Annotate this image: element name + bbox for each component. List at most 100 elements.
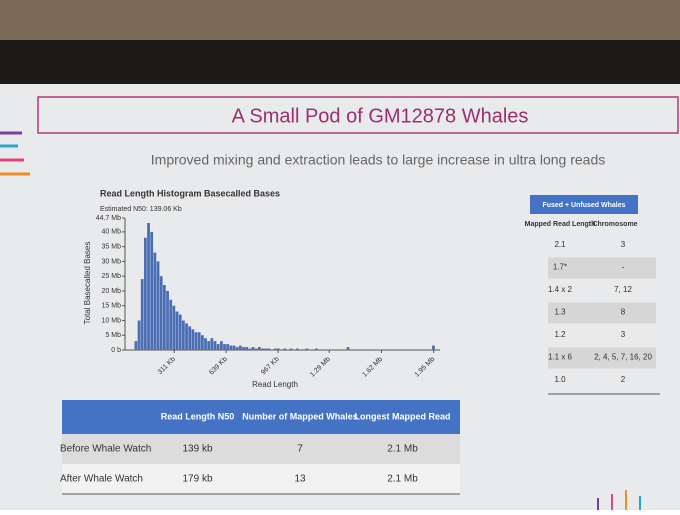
column-header: Mapped Read Length	[525, 221, 596, 228]
header-cell: Number of Mapped Whales	[242, 411, 358, 421]
bar	[242, 347, 245, 350]
bar	[213, 341, 217, 350]
row-label: After Whale Watch	[60, 474, 143, 485]
table-cell: 13	[294, 474, 306, 485]
bar	[210, 338, 214, 350]
bar	[150, 231, 154, 350]
bar	[305, 348, 309, 350]
y-tick-label: 0 b	[111, 347, 121, 354]
bar	[175, 311, 179, 350]
decoration	[597, 490, 641, 510]
bar	[283, 348, 287, 350]
annotation: Estimated N50: 139.06 Kb	[100, 206, 182, 213]
table-cell: 1.0	[554, 375, 566, 384]
bar	[229, 345, 233, 350]
bar	[251, 347, 255, 350]
table-cell: 179 kb	[182, 474, 212, 485]
table-row	[548, 347, 656, 369]
table-cell: 2.1 Mb	[387, 474, 418, 485]
bar	[254, 348, 258, 350]
y-tick-label: 20 Mb	[102, 288, 122, 295]
table-row	[548, 302, 656, 324]
bar	[153, 252, 157, 350]
table-cell: 1.2	[554, 330, 566, 339]
bar	[273, 348, 277, 350]
bar	[134, 341, 138, 350]
bar	[143, 237, 147, 350]
table-cell: 3	[621, 240, 626, 249]
table-cell: 1.4 x 2	[548, 285, 573, 294]
bar	[166, 290, 169, 350]
table-row	[62, 464, 460, 494]
table-cell: 1.1 x 6	[548, 353, 573, 362]
table-cell: 2	[621, 375, 626, 384]
bar	[216, 344, 220, 350]
y-tick-label: 10 Mb	[102, 317, 122, 324]
bar	[162, 285, 166, 350]
ceiling	[0, 0, 680, 40]
bar	[295, 348, 299, 350]
bar	[181, 320, 185, 350]
bar	[245, 347, 249, 350]
bar	[267, 348, 271, 350]
bar	[194, 332, 198, 350]
bar	[188, 326, 192, 350]
bar	[248, 348, 252, 350]
bar	[140, 279, 144, 350]
bar	[276, 348, 280, 350]
bar	[185, 323, 188, 350]
bar	[289, 348, 293, 350]
bar	[235, 347, 239, 350]
bar	[178, 314, 182, 350]
bar	[197, 332, 201, 350]
table-cell: 7	[297, 444, 303, 455]
table-title-box	[530, 195, 638, 214]
table-cell: 1.3	[554, 308, 566, 317]
bar	[159, 276, 163, 350]
y-tick-label: 40 Mb	[102, 229, 122, 236]
bar	[223, 344, 226, 350]
y-tick-label: 5 Mb	[105, 332, 121, 339]
table-cell: 139 kb	[182, 444, 212, 455]
y-tick-label: 35 Mb	[102, 243, 122, 250]
y-tick-label: 44.7 Mb	[96, 215, 121, 222]
bar	[264, 348, 268, 350]
bar	[226, 344, 230, 350]
table-cell: 1.7*	[553, 263, 567, 272]
table-row	[548, 257, 656, 279]
bar	[219, 341, 223, 350]
table-cell: 2.1	[554, 240, 566, 249]
bar	[346, 347, 350, 350]
x-axis-label: Read Length	[252, 380, 298, 389]
bar	[232, 345, 236, 350]
bar	[172, 305, 176, 350]
chart-title: Read Length Histogram Basecalled Bases	[100, 188, 280, 198]
bar	[314, 348, 318, 350]
bar	[204, 338, 207, 350]
title-box	[37, 96, 679, 134]
bar	[238, 345, 242, 350]
header-cell: Read Length N50	[161, 411, 235, 421]
bar	[137, 320, 141, 350]
table-cell: -	[622, 263, 625, 272]
bar	[200, 335, 204, 350]
bar	[147, 223, 150, 350]
bar	[432, 345, 435, 350]
bar	[257, 347, 261, 350]
y-tick-label: 25 Mb	[102, 273, 122, 280]
y-tick-label: 15 Mb	[102, 303, 122, 310]
table-cell: 7, 12	[614, 285, 632, 294]
bar	[191, 329, 195, 350]
bar	[261, 348, 264, 350]
table-row	[62, 434, 460, 464]
y-axis-label: Total Basecalled Bases	[83, 242, 92, 325]
table-title: Fused + Unfused Whales	[542, 202, 625, 209]
slide-subtitle: Improved mixing and extraction leads to …	[151, 152, 605, 168]
header-cell: Longest Mapped Read	[354, 411, 450, 421]
bar	[169, 299, 173, 350]
row-label: Before Whale Watch	[60, 444, 151, 455]
table-cell: 8	[621, 308, 626, 317]
table-header	[62, 400, 460, 434]
